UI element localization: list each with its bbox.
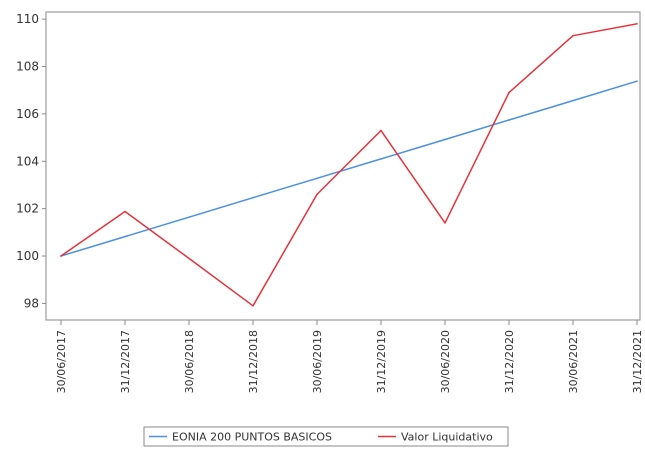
plot-area xyxy=(45,11,641,321)
x-axis: 30/06/2017 31/12/2017 30/06/2018 31/12/2018… xyxy=(55,320,644,393)
x-tick-label: 30/06/2018 xyxy=(183,330,196,393)
data-point xyxy=(188,257,190,260)
x-tick-label: 30/06/2017 xyxy=(55,330,68,393)
y-tick-label: 110 xyxy=(16,12,39,26)
data-point xyxy=(572,34,574,37)
y-tick-label: 100 xyxy=(16,249,39,263)
x-tick-label: 30/06/2019 xyxy=(311,330,324,393)
data-point xyxy=(636,23,638,25)
data-point xyxy=(252,196,254,199)
data-point xyxy=(444,138,446,141)
data-point xyxy=(124,235,126,238)
x-tick-label: 31/12/2018 xyxy=(247,330,260,393)
data-point xyxy=(316,177,318,180)
data-point xyxy=(508,91,510,94)
x-tick-label: 31/12/2020 xyxy=(503,330,516,393)
data-point xyxy=(572,99,574,102)
y-tick-label: 106 xyxy=(16,107,39,121)
x-tick-label: 31/12/2021 xyxy=(631,330,644,393)
series-layer xyxy=(60,23,638,307)
data-point xyxy=(380,129,382,132)
data-point xyxy=(508,119,510,121)
data-point xyxy=(252,304,254,307)
y-tick-label: 98 xyxy=(24,296,39,310)
data-point xyxy=(636,80,638,82)
data-point xyxy=(444,222,446,224)
data-point xyxy=(380,158,382,160)
data-point xyxy=(60,255,62,257)
y-tick-label: 102 xyxy=(16,202,39,216)
data-point xyxy=(316,193,318,196)
data-point xyxy=(124,210,126,213)
x-tick-label: 31/12/2019 xyxy=(375,330,388,393)
legend-label: Valor Liquidativo xyxy=(401,431,493,444)
x-tick-label: 30/06/2020 xyxy=(439,330,452,393)
y-tick-label: 108 xyxy=(16,59,39,73)
x-tick-label: 30/06/2021 xyxy=(567,330,580,393)
series-line-1 xyxy=(60,80,638,257)
x-tick-label: 31/12/2017 xyxy=(119,330,132,393)
legend-box xyxy=(143,426,509,447)
y-axis: 98 100 102 104 106 108 110 xyxy=(16,12,46,310)
legend-label: EONIA 200 PUNTOS BASICOS xyxy=(172,431,332,444)
y-tick-label: 104 xyxy=(16,154,39,168)
legend: EONIA 200 PUNTOS BASICOS Valor Liquidativ… xyxy=(143,426,509,447)
data-point xyxy=(188,216,190,218)
series-line-2 xyxy=(60,23,638,307)
